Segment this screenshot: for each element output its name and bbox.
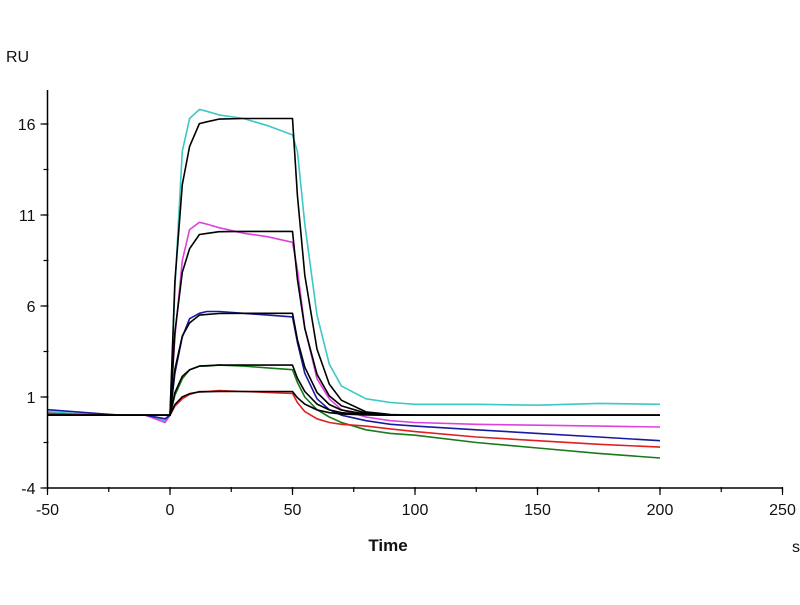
series-layer	[47, 108, 661, 459]
series-fit-10.1	[47, 230, 660, 417]
series-fit-16.3	[47, 117, 660, 417]
y-axis-label: RU	[6, 49, 29, 66]
y-tick-label: -4	[21, 481, 35, 498]
x-tick-label: 150	[524, 502, 551, 519]
x-axis-label: Time	[368, 536, 407, 555]
y-tick-label: 16	[18, 117, 36, 134]
x-axis-unit: s	[792, 539, 800, 556]
y-tick-label: 11	[19, 208, 36, 225]
series-fit-5.6	[47, 312, 660, 417]
series-cyan-data	[47, 108, 661, 422]
series-magenta-data	[47, 221, 661, 428]
series-red-data	[47, 389, 661, 448]
series-blue-data	[47, 310, 661, 442]
x-tick-label: -50	[36, 502, 59, 519]
y-tick-label: 1	[27, 390, 36, 407]
y-tick-label: 6	[27, 299, 36, 316]
x-tick-label: 200	[647, 502, 674, 519]
series-fit-2.75	[47, 364, 660, 417]
x-tick-label: 250	[769, 502, 796, 519]
series-fit-1.3	[47, 390, 660, 417]
x-tick-label: 0	[166, 502, 175, 519]
x-tick-label: 50	[284, 502, 302, 519]
x-tick-label: 100	[402, 502, 429, 519]
